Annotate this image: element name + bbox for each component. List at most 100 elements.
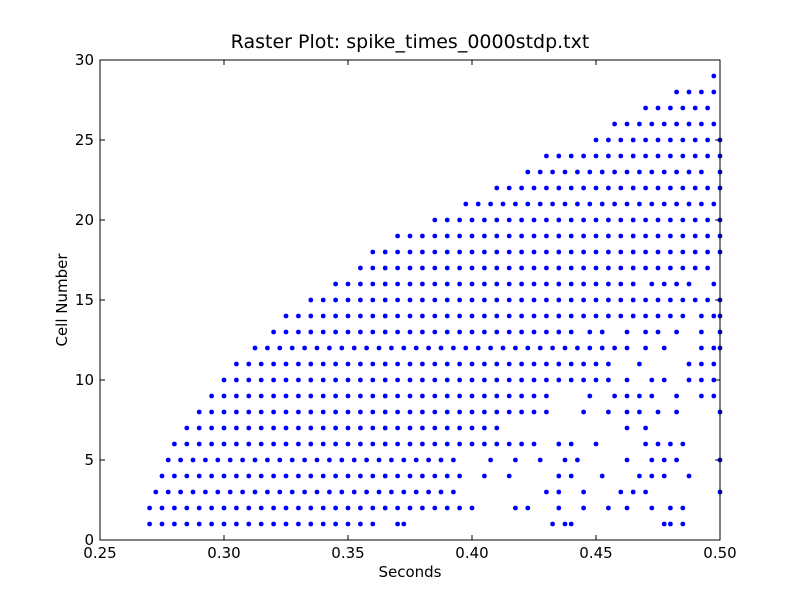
spike-dot — [699, 361, 704, 367]
spike-dot — [643, 137, 648, 143]
spike-dot — [643, 329, 648, 335]
spike-dot — [438, 457, 444, 463]
spike-dot — [444, 441, 450, 447]
spike-dot — [444, 361, 450, 367]
spike-dot — [643, 425, 648, 431]
spike-dot — [308, 361, 314, 367]
spike-dot — [320, 409, 326, 415]
spike-dot — [593, 233, 599, 239]
spike-dot — [320, 425, 326, 431]
spike-dot — [159, 521, 165, 527]
spike-dot — [351, 457, 357, 463]
spike-dot — [370, 377, 376, 383]
spike-dot — [395, 265, 400, 271]
spike-dot — [544, 361, 549, 367]
spike-dot — [475, 345, 481, 351]
spike-dot — [327, 345, 332, 351]
spike-dot — [556, 153, 562, 159]
spike-dot — [327, 489, 332, 495]
spike-dot — [246, 505, 252, 511]
spike-dot — [649, 281, 655, 287]
spike-dot — [184, 473, 190, 479]
spike-dot — [420, 361, 425, 367]
spike-dot — [420, 441, 425, 447]
spike-dot — [575, 201, 580, 207]
spike-dot — [147, 521, 153, 527]
spike-dot — [556, 489, 562, 495]
spike-dot — [203, 489, 208, 495]
spike-dot — [630, 185, 636, 191]
spike-dot — [314, 457, 320, 463]
spike-dot — [618, 137, 624, 143]
spike-dot — [544, 393, 549, 399]
spike-dot — [308, 505, 314, 511]
spike-dot — [432, 409, 438, 415]
spike-dot — [637, 361, 642, 367]
spike-dot — [494, 249, 500, 255]
spike-dot — [351, 489, 357, 495]
spike-dot — [221, 473, 227, 479]
spike-dot — [587, 393, 593, 399]
spike-dot — [494, 281, 500, 287]
spike-dot — [320, 521, 326, 527]
spike-dot — [457, 265, 462, 271]
spike-dot — [308, 409, 314, 415]
spike-dot — [457, 297, 462, 303]
spike-dot — [395, 409, 400, 415]
spike-dot — [637, 201, 642, 207]
spike-dot — [699, 393, 704, 399]
spike-dot — [246, 361, 252, 367]
spike-dot — [358, 409, 363, 415]
spike-dot — [296, 377, 301, 383]
spike-dot — [537, 345, 543, 351]
spike-dot — [711, 361, 717, 367]
spike-dot — [519, 233, 524, 239]
spike-dot — [674, 121, 679, 127]
spike-dot — [655, 329, 661, 335]
spike-dot — [420, 505, 425, 511]
spike-dot — [556, 505, 562, 511]
spike-dot — [382, 441, 388, 447]
y-axis-ticks: 0 5 10 15 20 25 30 — [75, 51, 720, 549]
spike-dot — [680, 137, 686, 143]
spike-dot — [395, 473, 400, 479]
spike-dot — [482, 265, 487, 271]
spike-dot — [506, 361, 512, 367]
spike-dot — [550, 169, 555, 175]
spike-dot — [258, 361, 264, 367]
spike-dot — [568, 377, 574, 383]
spike-dot — [382, 313, 388, 319]
spike-dot — [358, 441, 363, 447]
spike-dot — [618, 185, 624, 191]
spike-dot — [568, 329, 574, 335]
spike-dot — [624, 121, 630, 127]
spike-dot — [506, 473, 512, 479]
spike-dot — [420, 409, 425, 415]
spike-dot — [382, 265, 388, 271]
spike-dot — [568, 217, 574, 223]
spike-dot — [531, 393, 537, 399]
spike-dot — [382, 505, 388, 511]
spike-dot — [630, 233, 636, 239]
spike-dot — [463, 345, 469, 351]
spike-dot — [209, 409, 215, 415]
spike-dot — [420, 313, 425, 319]
spike-dot — [668, 185, 673, 191]
spike-dot — [568, 249, 574, 255]
spike-dot — [544, 489, 549, 495]
spike-dot — [482, 297, 487, 303]
spike-dot — [581, 281, 586, 287]
spike-dot — [240, 457, 246, 463]
spike-dot — [599, 473, 605, 479]
spike-dot — [599, 345, 605, 351]
spike-dot — [699, 329, 704, 335]
x-axis-label: Seconds — [378, 563, 441, 581]
spike-dot — [494, 425, 500, 431]
spike-dot — [537, 201, 543, 207]
spike-dot — [389, 489, 394, 495]
spike-dot — [258, 425, 264, 431]
spike-dot — [544, 281, 549, 287]
spike-dot — [451, 457, 456, 463]
spike-dot — [674, 169, 679, 175]
